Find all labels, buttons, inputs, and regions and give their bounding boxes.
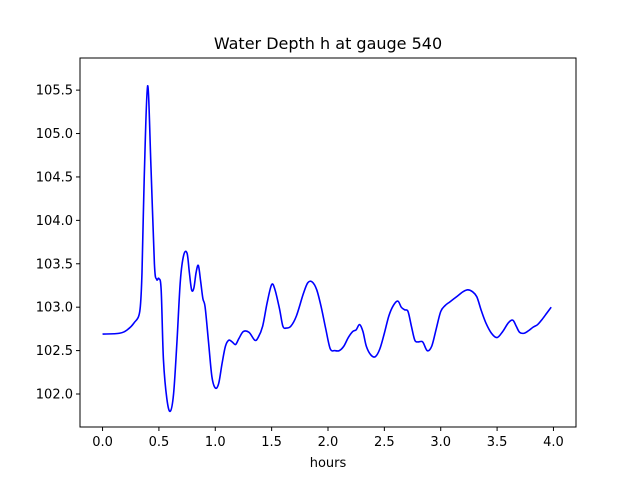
y-tick-label: 104.5 — [36, 170, 73, 185]
y-axis-ticks: 102.0 102.5 103.0 103.5 104.0 104.5 105.0 105.5 — [36, 84, 80, 403]
chart-title: Water Depth h at gauge 540 — [214, 34, 442, 53]
x-tick-label: 1.0 — [205, 435, 226, 450]
x-axis-ticks: 0.0 0.5 1.0 1.5 2.0 2.5 3.0 3.5 4.0 — [92, 427, 564, 450]
y-tick-label: 105.5 — [36, 84, 73, 99]
x-tick-label: 1.5 — [261, 435, 282, 450]
x-tick-label: 3.5 — [487, 435, 508, 450]
y-tick-label: 102.0 — [36, 388, 73, 403]
x-tick-label: 0.5 — [149, 435, 170, 450]
series-line-0 — [102, 84, 552, 413]
y-tick-label: 102.5 — [36, 344, 73, 359]
y-tick-label: 103.0 — [36, 301, 73, 316]
y-tick-label: 103.5 — [36, 257, 73, 272]
x-tick-label: 2.0 — [318, 435, 339, 450]
x-axis-label: hours — [310, 456, 347, 471]
x-tick-label: 0.0 — [92, 435, 113, 450]
axes-frame — [79, 57, 577, 428]
x-tick-label: 3.0 — [430, 435, 451, 450]
y-tick-label: 104.0 — [36, 214, 73, 229]
x-tick-label: 2.5 — [374, 435, 395, 450]
plot-area — [102, 84, 552, 413]
x-tick-label: 4.0 — [543, 435, 564, 450]
y-tick-label: 105.0 — [36, 127, 73, 142]
